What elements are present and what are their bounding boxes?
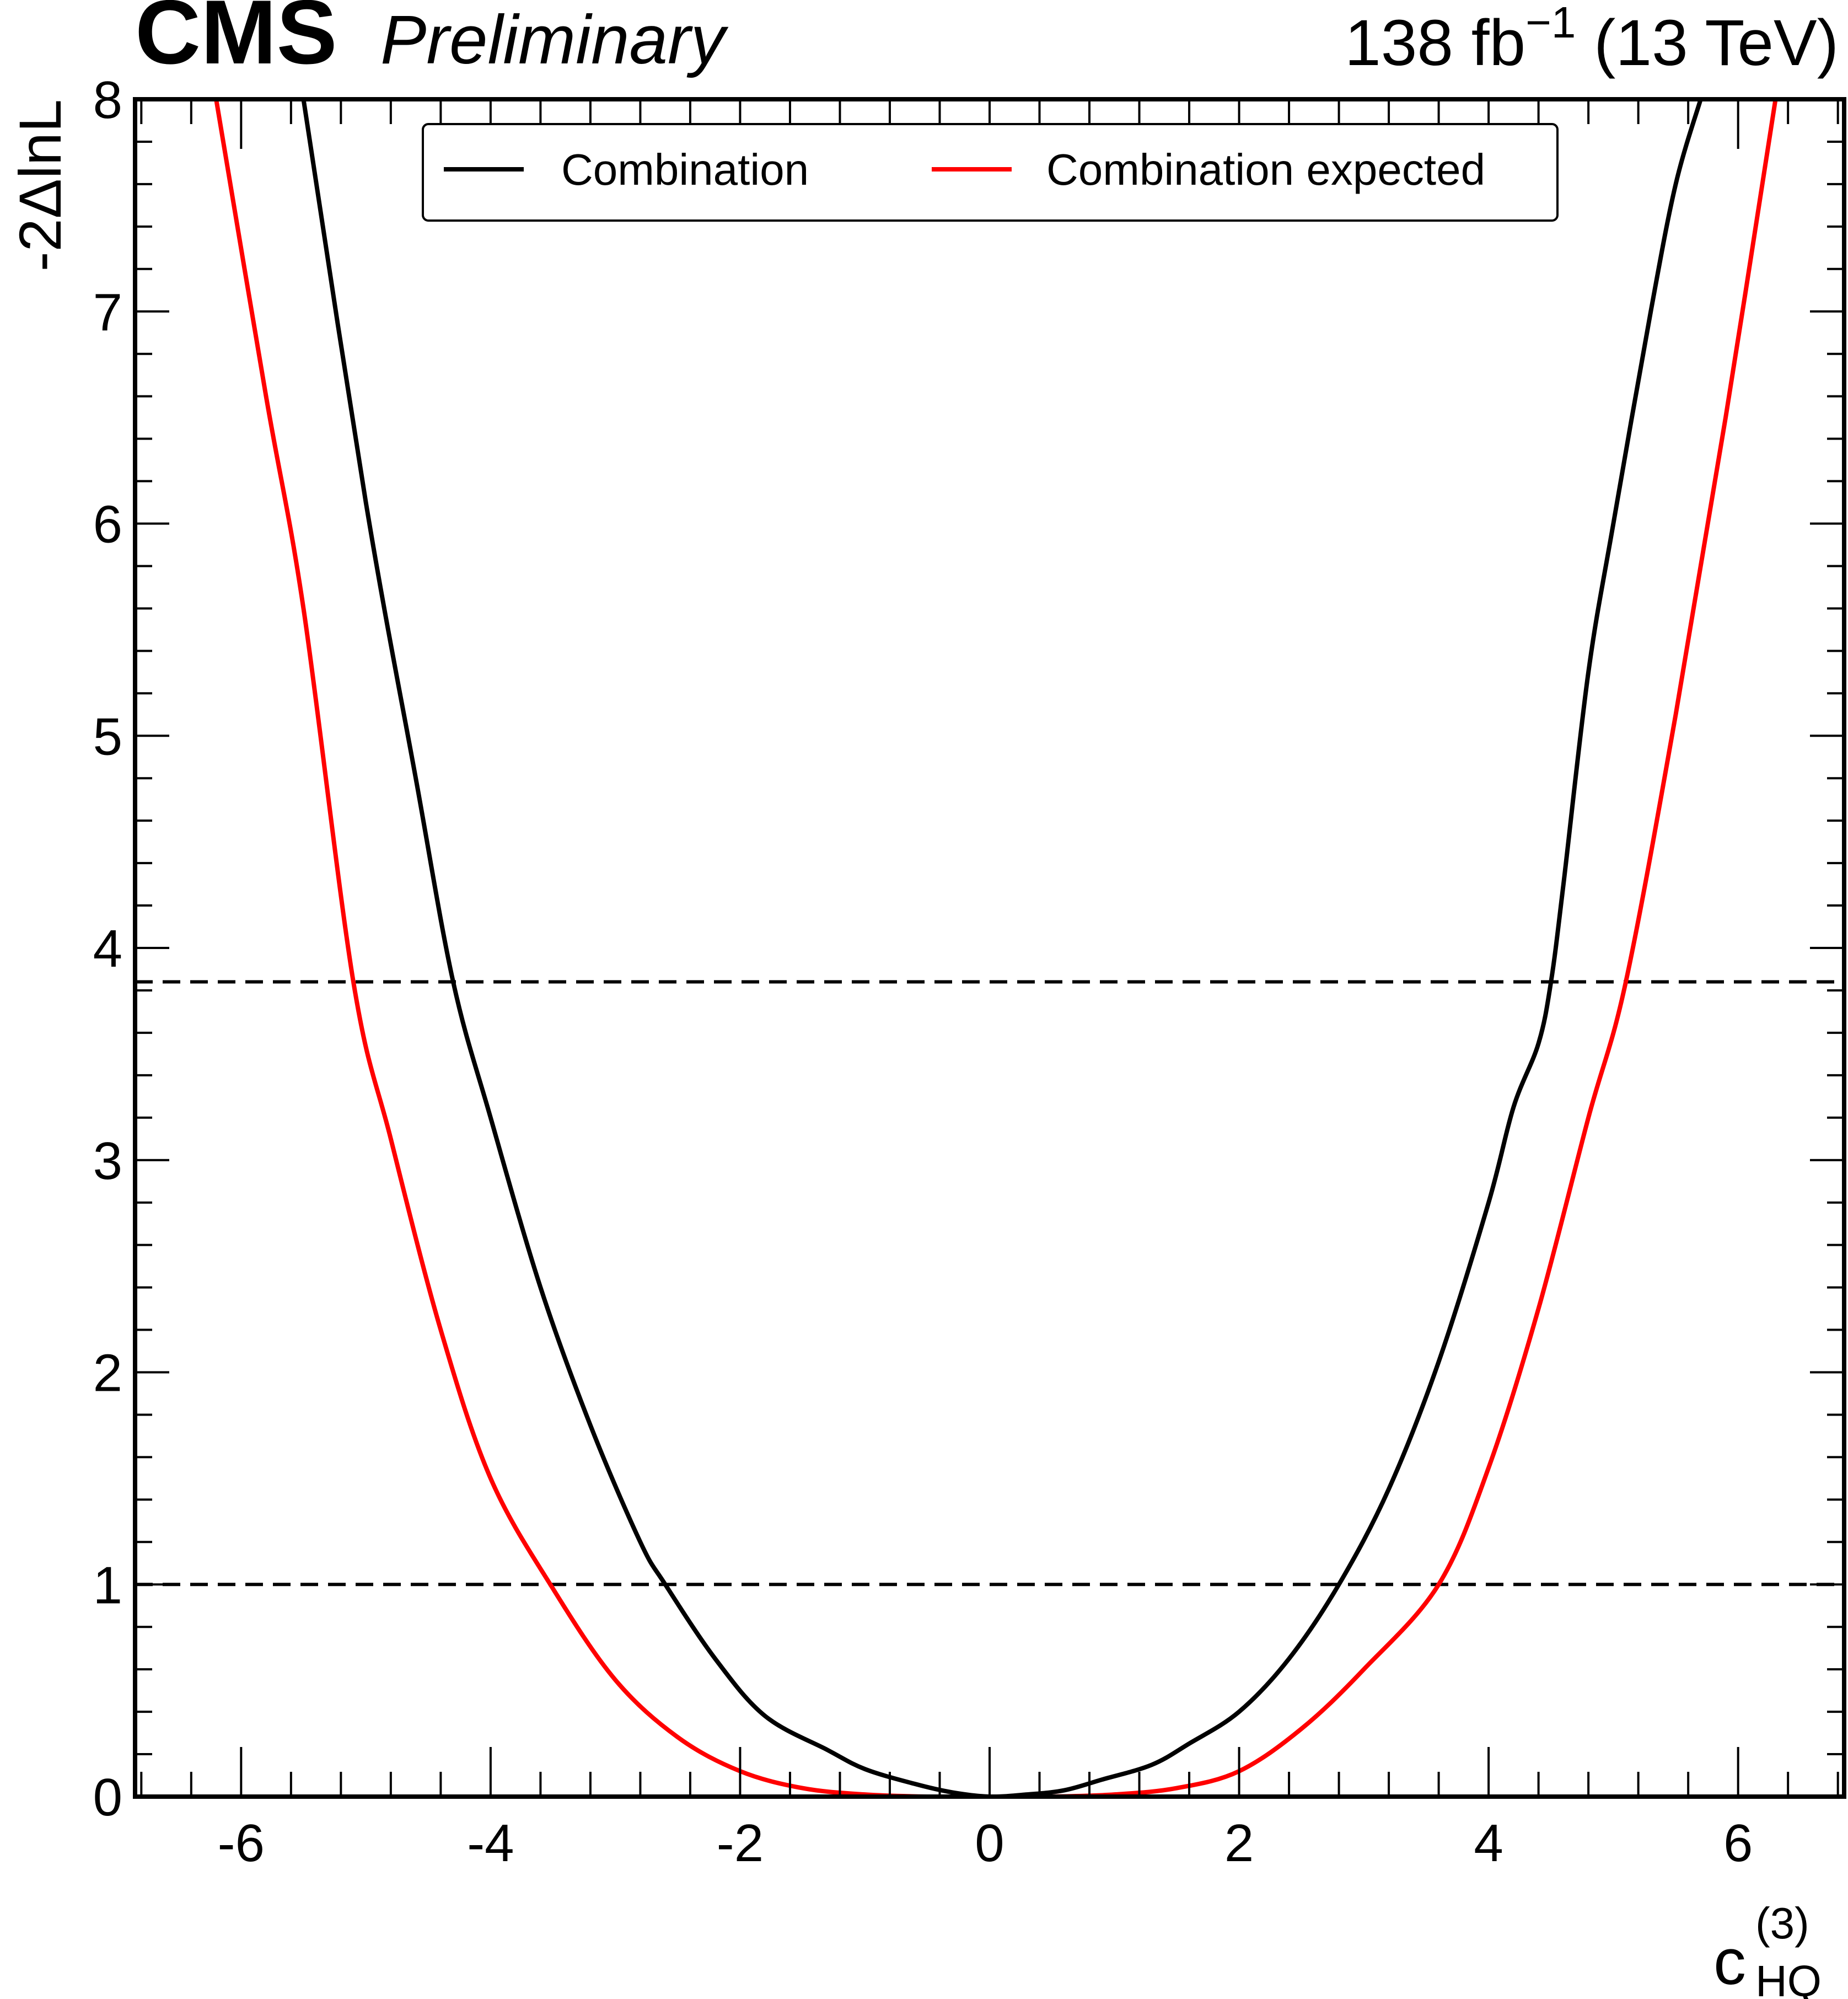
curves [214,99,1778,1797]
x-tick-label: 2 [1224,1814,1254,1873]
legend-box [422,123,1559,222]
y-tick-label: 5 [93,707,122,766]
axis-tick-labels: -6 -4 -2 0 2 4 6 0 1 2 3 4 5 6 7 8 [93,71,1753,1873]
y-tick-label: 3 [93,1132,122,1191]
series-line-combination-expected [214,99,1778,1797]
x-tick-label: 4 [1474,1814,1503,1873]
plot-frame [133,97,1846,1799]
experiment-label: CMS [135,0,337,83]
legend-label-combination-expected: Combination expected [1046,145,1485,194]
lumi-value: 138 fb [1345,7,1525,79]
y-tick-label: 0 [93,1768,122,1827]
legend: Combination Combination expected [422,123,1559,222]
x-axis-title-subscript: HQ [1755,1957,1822,1999]
x-tick-label: -2 [717,1814,764,1873]
lumi-energy-label: 138 fb−1 (13 TeV) [1345,0,1839,79]
y-tick-label: 2 [93,1344,122,1403]
y-tick-label: 8 [93,71,122,130]
series-line-combination [301,99,1703,1797]
y-tick-label: 7 [93,283,122,342]
y-tick-label: 4 [93,919,122,978]
status-label: Preliminary [380,2,729,78]
x-tick-label: -4 [467,1814,514,1873]
legend-label-combination: Combination [561,145,809,194]
x-tick-label: 6 [1723,1814,1753,1873]
y-tick-label: 6 [93,495,122,554]
reference-lines [135,980,1844,1587]
energy-value: (13 TeV) [1576,7,1839,79]
y-axis-title: -2ΔlnL [7,99,73,271]
x-axis-title: c (3) HQ [1713,1899,1822,1999]
x-axis-title-main: c [1713,1926,1746,1998]
x-axis-title-superscript: (3) [1755,1899,1809,1948]
x-tick-label: -6 [218,1814,265,1873]
x-tick-label: 0 [975,1814,1004,1873]
y-tick-label: 1 [93,1556,122,1615]
lumi-exponent: −1 [1525,0,1576,47]
